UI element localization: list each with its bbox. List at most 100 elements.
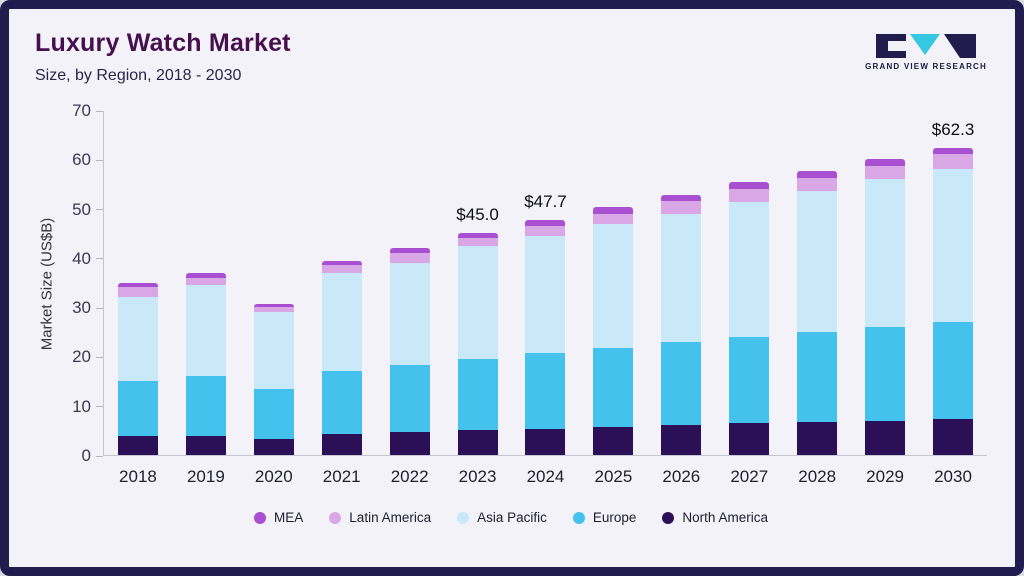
bar-segment-north-america[interactable] [457, 430, 498, 455]
stacked-bar[interactable] [933, 147, 974, 455]
y-tick-mark [96, 110, 103, 112]
legend-item-latin-america[interactable]: Latin America [329, 510, 431, 525]
bar-segment-europe[interactable] [797, 332, 838, 422]
bar-segment-mea[interactable] [253, 303, 294, 307]
bar-segment-europe[interactable] [933, 322, 974, 419]
bar-segment-latin-america[interactable] [253, 306, 294, 313]
bar-segment-latin-america[interactable] [593, 213, 634, 225]
bar-segment-europe[interactable] [661, 342, 702, 426]
y-axis-title-wrap: Market Size (US$B) [35, 111, 59, 456]
stacked-bar[interactable] [389, 248, 430, 455]
legend-item-asia-pacific[interactable]: Asia Pacific [457, 510, 547, 525]
stacked-bar[interactable] [865, 159, 906, 455]
bar-segment-mea[interactable] [865, 159, 906, 166]
legend-label: Asia Pacific [477, 510, 547, 525]
x-axis-label: 2030 [934, 467, 972, 486]
legend-label: North America [682, 510, 768, 525]
stacked-bar[interactable] [661, 195, 702, 455]
bar-segment-latin-america[interactable] [729, 188, 770, 203]
legend-swatch [572, 511, 585, 524]
bar-segment-mea[interactable] [457, 233, 498, 239]
bar-group: 2021 [308, 111, 376, 486]
bar-segment-mea[interactable] [321, 261, 362, 266]
x-axis-label: 2028 [798, 467, 837, 486]
bar-segment-latin-america[interactable] [117, 287, 158, 298]
bar-group: 2027 [715, 111, 783, 486]
bar-segment-north-america[interactable] [729, 423, 770, 455]
bar-segment-mea[interactable] [525, 219, 566, 226]
bar-segment-europe[interactable] [117, 381, 158, 437]
bar-segment-asia-pacific[interactable] [661, 213, 702, 343]
bar-segment-asia-pacific[interactable] [593, 224, 634, 349]
bar-segment-latin-america[interactable] [389, 252, 430, 263]
stacked-bar[interactable] [457, 233, 498, 455]
bar-segment-europe[interactable] [525, 352, 566, 430]
bar-segment-latin-america[interactable] [661, 201, 702, 214]
stacked-bar[interactable] [525, 219, 566, 455]
x-axis-label: 2019 [186, 467, 225, 486]
bar-segment-europe[interactable] [321, 371, 362, 434]
bar-segment-latin-america[interactable] [525, 225, 566, 236]
stacked-bar[interactable] [321, 261, 362, 455]
bar-segment-europe[interactable] [457, 358, 498, 431]
bar-segment-europe[interactable] [593, 348, 634, 428]
bar-segment-latin-america[interactable] [321, 265, 362, 273]
bar-segment-asia-pacific[interactable] [933, 169, 974, 323]
bar-segment-europe[interactable] [253, 389, 294, 439]
bar-segment-asia-pacific[interactable] [321, 272, 362, 372]
bar-segment-latin-america[interactable] [933, 154, 974, 170]
bar-segment-asia-pacific[interactable] [797, 190, 838, 333]
bar-segment-asia-pacific[interactable] [389, 262, 430, 366]
bar-segment-asia-pacific[interactable] [457, 245, 498, 359]
legend-swatch [254, 511, 267, 524]
stacked-bar[interactable] [185, 272, 226, 455]
bar-segment-europe[interactable] [389, 365, 430, 433]
bar-value-annotation: $45.0 [456, 205, 499, 225]
bar-segment-north-america[interactable] [593, 427, 634, 455]
bar-segment-latin-america[interactable] [865, 165, 906, 180]
bar-segment-mea[interactable] [933, 147, 974, 155]
bar-segment-asia-pacific[interactable] [729, 202, 770, 338]
stacked-bar[interactable] [117, 282, 158, 455]
bar-segment-north-america[interactable] [185, 435, 226, 455]
legend-item-europe[interactable]: Europe [572, 510, 636, 525]
bar-segment-mea[interactable] [185, 272, 226, 278]
bar-segment-north-america[interactable] [661, 425, 702, 455]
bar-segment-latin-america[interactable] [797, 177, 838, 191]
bar-segment-asia-pacific[interactable] [253, 312, 294, 390]
bar-segment-mea[interactable] [389, 248, 430, 253]
bar-segment-asia-pacific[interactable] [117, 297, 158, 382]
stacked-bar[interactable] [593, 207, 634, 455]
bar-segment-mea[interactable] [117, 282, 158, 288]
bar-segment-north-america[interactable] [117, 436, 158, 455]
legend-item-mea[interactable]: MEA [254, 510, 303, 525]
bar-segment-asia-pacific[interactable] [865, 179, 906, 328]
bar-segment-north-america[interactable] [389, 432, 430, 455]
bar-segment-europe[interactable] [729, 337, 770, 424]
bar-segment-north-america[interactable] [253, 438, 294, 455]
bar-segment-asia-pacific[interactable] [525, 235, 566, 353]
chart-legend: MEA Latin America Asia Pacific Europe North … [35, 510, 987, 525]
bar-segment-asia-pacific[interactable] [185, 284, 226, 377]
bar-segment-mea[interactable] [593, 207, 634, 214]
bar-segment-north-america[interactable] [865, 420, 906, 455]
bar-segment-north-america[interactable] [525, 429, 566, 455]
bar-group: $47.7 2024 [512, 111, 580, 486]
bar-segment-mea[interactable] [729, 182, 770, 189]
stacked-bar[interactable] [729, 182, 770, 455]
bar-segment-north-america[interactable] [933, 418, 974, 455]
bar-segment-europe[interactable] [865, 327, 906, 421]
bar-segment-latin-america[interactable] [185, 277, 226, 285]
stacked-bar[interactable] [797, 170, 838, 455]
legend-item-north-america[interactable]: North America [662, 510, 768, 525]
bar-segment-europe[interactable] [185, 376, 226, 436]
bar-segment-north-america[interactable] [321, 433, 362, 455]
bar-segment-north-america[interactable] [797, 421, 838, 455]
stacked-bar[interactable] [253, 303, 294, 455]
bar-segment-mea[interactable] [661, 195, 702, 202]
y-tick-mark [96, 455, 103, 457]
legend-swatch [329, 511, 342, 524]
bar-segment-mea[interactable] [797, 170, 838, 178]
y-axis: 0 10 20 30 40 50 60 70 [59, 101, 103, 465]
bar-segment-latin-america[interactable] [457, 238, 498, 246]
